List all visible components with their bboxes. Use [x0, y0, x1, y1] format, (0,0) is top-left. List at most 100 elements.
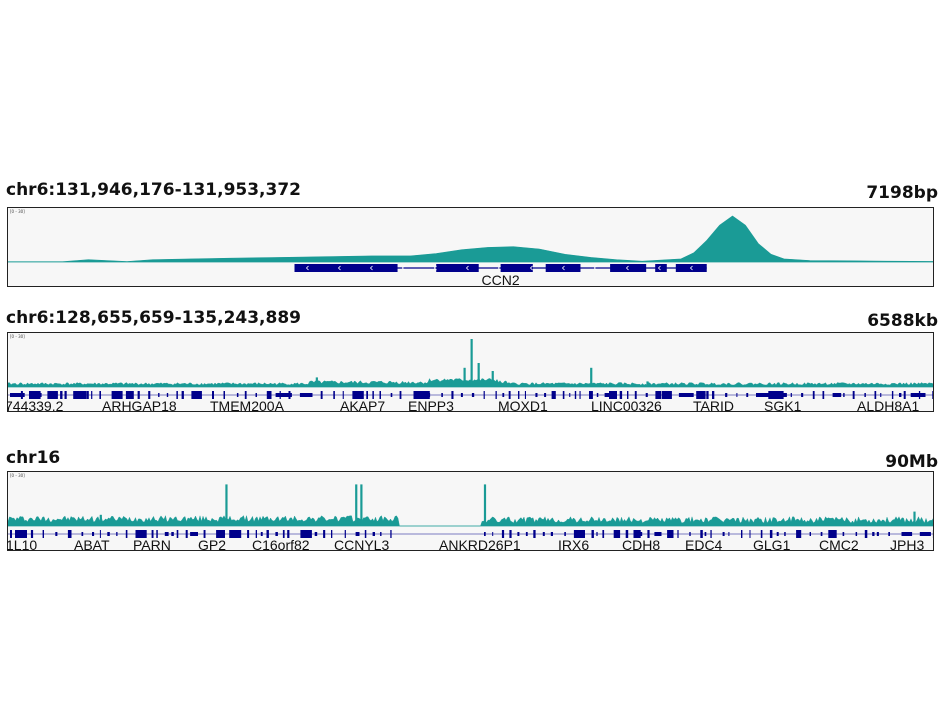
gene-feature — [578, 532, 581, 536]
gene-feature — [619, 391, 623, 399]
gene-feature — [784, 532, 786, 536]
gene-feature — [266, 530, 269, 538]
strand-arrow — [529, 265, 533, 271]
gene-label: GP2 — [198, 537, 227, 553]
gene-feature — [14, 393, 19, 397]
gene-label: GLG1 — [753, 537, 791, 553]
gene-feature — [685, 393, 688, 397]
gene-feature — [888, 532, 890, 536]
gene-feature — [706, 391, 709, 399]
gene-label: JPH3 — [890, 537, 925, 553]
gene-feature — [212, 391, 214, 399]
gene-feature — [880, 393, 882, 397]
gene-feature — [596, 393, 599, 397]
gene-feature — [266, 391, 272, 399]
coverage-peak — [435, 380, 438, 387]
gene-feature — [10, 530, 12, 538]
gene-feature — [809, 532, 811, 536]
strand-arrow — [657, 265, 661, 271]
gene-feature — [164, 532, 169, 536]
gene-feature — [661, 391, 672, 399]
gene-feature — [832, 393, 842, 397]
gene-feature — [379, 391, 381, 399]
gene-feature — [125, 530, 128, 538]
coverage-area — [8, 514, 933, 527]
gene-exon — [610, 264, 647, 272]
signal-track[interactable]: [0 - 30] CCN2 — [7, 207, 934, 287]
gene-label: LINC00326 — [591, 398, 662, 414]
locus-label[interactable]: chr6:131,946,176-131,953,372 — [6, 180, 301, 200]
track-plot: CCN2 — [8, 215, 933, 286]
strand-arrow — [401, 265, 405, 271]
gene-feature — [234, 532, 237, 536]
coverage-peak — [463, 367, 466, 387]
gene-feature — [399, 391, 402, 399]
coverage-peak — [477, 363, 480, 387]
coverage-peak — [355, 484, 358, 526]
gene-feature — [919, 532, 931, 536]
gene-feature — [352, 391, 364, 399]
gene-feature — [774, 393, 787, 397]
gene-feature — [525, 532, 528, 536]
gene-feature — [790, 393, 792, 397]
gene-feature — [550, 532, 553, 536]
gene-feature — [355, 532, 360, 536]
gene-feature — [736, 393, 738, 397]
gene-feature — [781, 391, 784, 399]
gene-feature — [574, 391, 577, 399]
gene-feature — [677, 530, 679, 538]
gene-feature — [749, 530, 751, 538]
gene-feature — [901, 532, 912, 536]
strand-arrow — [433, 265, 437, 271]
gene-feature — [609, 391, 617, 399]
gene-feature — [91, 391, 93, 399]
gene-feature — [647, 530, 650, 538]
gene-feature — [181, 391, 184, 399]
gene-label: ENPP3 — [408, 398, 454, 414]
gene-feature — [185, 530, 188, 538]
strand-arrow — [497, 265, 501, 271]
locus-label[interactable]: chr16 — [6, 448, 61, 468]
gene-feature — [364, 530, 367, 538]
gene-feature — [390, 393, 393, 397]
gene-feature — [166, 393, 169, 397]
gene-feature — [314, 532, 318, 536]
gene-feature — [542, 532, 545, 536]
gene-feature — [366, 391, 368, 399]
signal-track[interactable]: [0 - 30] — [7, 332, 934, 412]
gene-exon — [294, 264, 398, 272]
gene-feature — [55, 532, 58, 536]
gene-feature — [125, 391, 134, 399]
gene-feature — [551, 391, 556, 399]
gene-feature — [654, 532, 662, 536]
strand-arrow — [305, 265, 309, 271]
gene-feature — [667, 530, 674, 538]
strand-arrow — [561, 265, 565, 271]
gene-feature — [589, 391, 593, 399]
gene-feature — [712, 391, 715, 399]
gene-feature — [852, 391, 855, 399]
gene-feature — [361, 393, 364, 397]
gene-feature — [710, 530, 712, 538]
gene-feature — [223, 391, 225, 399]
locus-label[interactable]: chr6:128,655,659-135,243,889 — [6, 308, 301, 328]
track-plot — [8, 484, 933, 538]
gene-feature — [495, 391, 497, 399]
gene-label: 744339.2 — [7, 398, 64, 414]
gene-feature — [471, 393, 475, 397]
gene-feature — [822, 391, 825, 399]
gene-feature — [484, 532, 486, 536]
gene-feature — [15, 530, 27, 538]
gene-feature — [639, 532, 643, 536]
gene-feature — [864, 530, 868, 538]
gene-feature — [833, 530, 836, 538]
coverage-peak — [913, 511, 916, 526]
gene-feature — [380, 532, 382, 536]
gene-exon — [655, 264, 667, 272]
signal-track[interactable]: [0 - 30] — [7, 471, 934, 551]
strand-arrow — [593, 265, 597, 271]
coverage-peak — [470, 339, 473, 387]
gene-label: ANKRD26P1 — [439, 537, 521, 553]
coverage-peak — [491, 371, 494, 387]
gene-feature — [492, 532, 494, 536]
